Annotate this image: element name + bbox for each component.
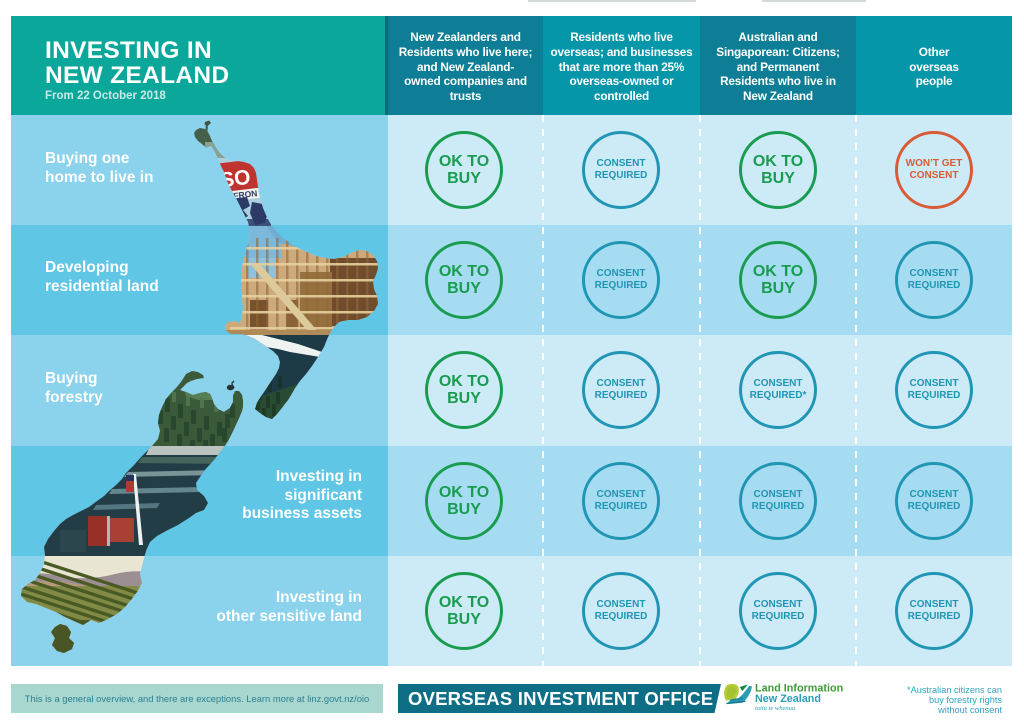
svg-text:Land Information: Land Information	[755, 683, 843, 695]
svg-text:New Zealand: New Zealand	[755, 693, 821, 705]
svg-text:toitū te whenua: toitū te whenua	[755, 705, 795, 712]
